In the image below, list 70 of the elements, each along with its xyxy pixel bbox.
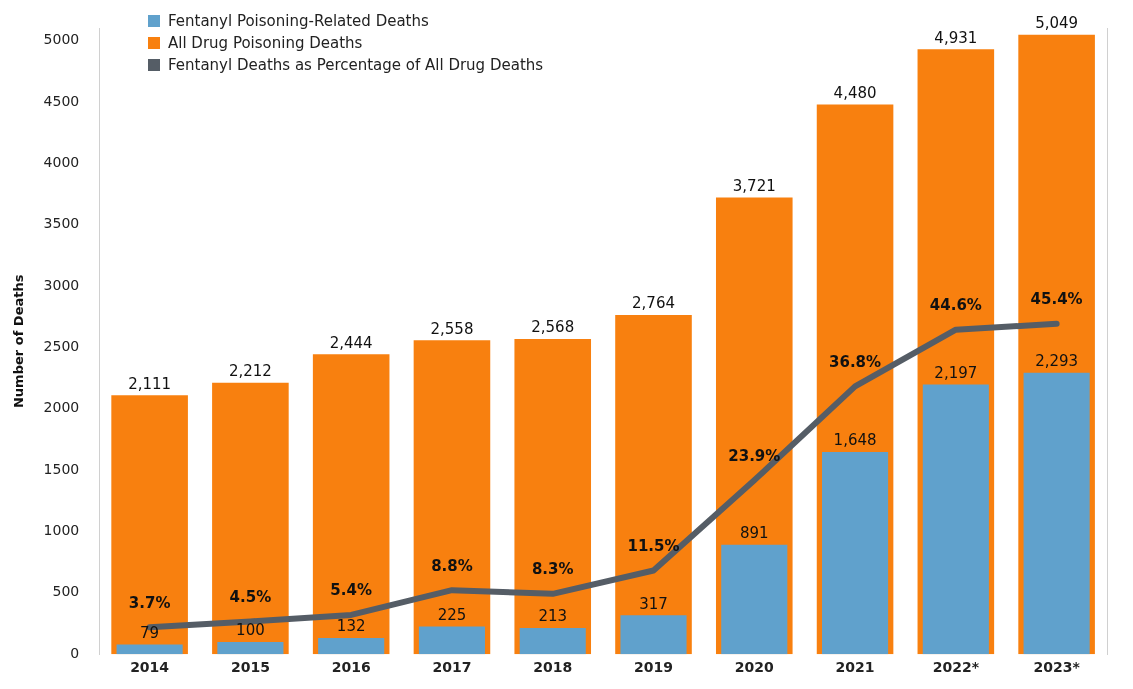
data-label: 132: [336, 617, 366, 636]
y-tick-label: 500: [52, 583, 80, 600]
legend-label: Fentanyl Poisoning-Related Deaths: [168, 12, 429, 30]
data-label: 2,558: [430, 319, 474, 338]
data-label: 3.7%: [128, 593, 171, 612]
y-tick-label: 2000: [43, 399, 80, 416]
bar: [1023, 372, 1090, 655]
data-label: 44.6%: [929, 296, 982, 315]
data-label: 2,444: [329, 333, 373, 352]
bar: [217, 641, 284, 655]
y-tick-label: 3500: [43, 215, 80, 232]
y-tick-label: 1500: [43, 460, 80, 477]
data-label: 11.5%: [627, 536, 680, 555]
y-tick-label: 3000: [43, 276, 80, 293]
data-label: 891: [739, 524, 769, 543]
legend-label: Fentanyl Deaths as Percentage of All Drug Deaths: [168, 56, 544, 74]
y-tick-label: 0: [70, 644, 80, 661]
data-label: 45.4%: [1030, 290, 1083, 309]
bar: [620, 615, 687, 655]
y-tick-label: 4500: [43, 92, 80, 109]
bar: [111, 395, 188, 655]
bar: [514, 339, 592, 655]
legend-label: All Drug Poisoning Deaths: [168, 34, 363, 52]
bar: [312, 354, 390, 655]
x-tick-label: 2016: [331, 659, 371, 676]
y-tick-label: 1000: [43, 522, 80, 539]
y-tick-label: 4000: [43, 154, 80, 171]
data-label: 4.5%: [229, 587, 272, 606]
data-label: 225: [437, 605, 467, 624]
data-label: 1,648: [833, 431, 877, 450]
bar: [822, 451, 889, 655]
x-tick-label: 2014: [130, 659, 170, 676]
data-label: 23.9%: [728, 446, 781, 465]
data-label: 213: [538, 607, 568, 626]
data-label: 5,049: [1035, 14, 1079, 33]
bar: [922, 384, 989, 655]
data-label: 3,721: [732, 177, 776, 195]
data-label: 100: [236, 621, 265, 640]
x-tick-label: 2020: [734, 659, 775, 676]
data-label: 8.3%: [531, 560, 574, 579]
data-label: 2,764: [632, 294, 675, 313]
bar: [116, 644, 183, 655]
data-label: 8.8%: [431, 556, 473, 575]
bar: [721, 544, 788, 655]
bar: [212, 382, 289, 655]
x-tick-label: 2018: [533, 659, 573, 676]
data-label: 2,293: [1035, 352, 1079, 371]
x-tick-label: 2017: [432, 659, 472, 676]
data-label: 79: [140, 623, 160, 642]
x-tick-label: 2023*: [1033, 659, 1081, 676]
data-label: 2,197: [934, 364, 978, 383]
data-label: 2,568: [531, 318, 575, 337]
bar: [418, 626, 485, 655]
y-axis-title: Number of Deaths: [11, 274, 27, 409]
data-label: 5.4%: [330, 581, 372, 600]
y-tick-label: 5000: [43, 31, 80, 48]
x-tick-label: 2022*: [932, 659, 980, 676]
data-label: 2,111: [128, 374, 172, 393]
y-tick-label: 2500: [43, 338, 80, 355]
data-label: 2,212: [228, 362, 272, 381]
x-tick-label: 2019: [634, 659, 673, 676]
data-label: 317: [639, 594, 668, 613]
data-label: 4,931: [934, 28, 978, 47]
x-tick-label: 2021: [835, 659, 875, 676]
bar: [318, 638, 385, 655]
data-label: 4,480: [833, 83, 877, 102]
bar: [413, 340, 491, 655]
x-tick-label: 2015: [230, 659, 270, 676]
bar: [519, 628, 586, 655]
data-label: 36.8%: [829, 352, 882, 371]
